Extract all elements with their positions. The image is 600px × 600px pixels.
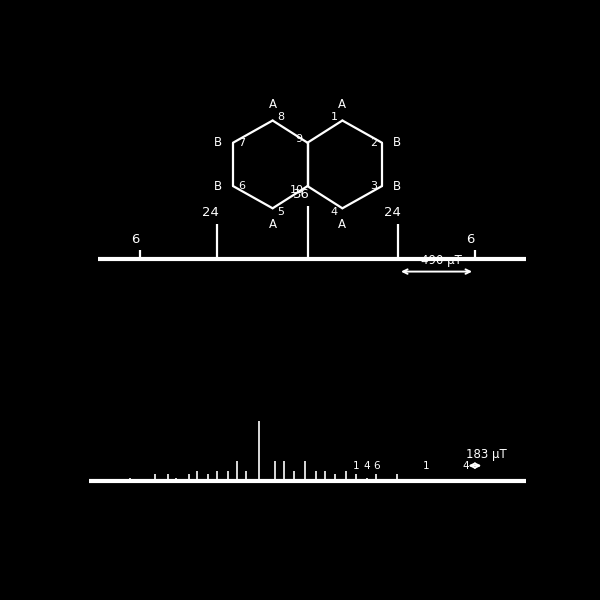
Text: B: B	[393, 179, 401, 193]
Text: 6: 6	[466, 233, 475, 245]
Text: 1: 1	[353, 461, 359, 471]
Text: 24: 24	[202, 206, 219, 219]
Text: A: A	[338, 218, 346, 231]
Text: 36: 36	[293, 188, 310, 202]
Text: 8: 8	[277, 112, 284, 122]
Text: 7: 7	[238, 137, 245, 148]
Text: 1: 1	[331, 112, 338, 122]
Text: 6: 6	[238, 181, 245, 191]
Text: A: A	[338, 98, 346, 111]
Text: 1: 1	[423, 461, 430, 471]
Text: A: A	[269, 218, 277, 231]
Text: 4: 4	[364, 461, 370, 471]
Text: 10: 10	[290, 185, 304, 195]
Text: 6: 6	[131, 233, 140, 245]
Text: 5: 5	[277, 207, 284, 217]
Text: B: B	[214, 136, 222, 149]
Text: 6: 6	[373, 461, 380, 471]
Text: B: B	[393, 136, 401, 149]
Text: 9: 9	[296, 134, 302, 144]
Text: 490 μT: 490 μT	[421, 254, 463, 267]
Text: 3: 3	[370, 181, 377, 191]
Text: 4: 4	[462, 461, 469, 471]
Text: 24: 24	[383, 206, 401, 219]
Text: 183 μT: 183 μT	[466, 448, 506, 461]
Text: 2: 2	[370, 137, 377, 148]
Text: 4: 4	[331, 207, 338, 217]
Text: B: B	[214, 179, 222, 193]
Text: A: A	[269, 98, 277, 111]
